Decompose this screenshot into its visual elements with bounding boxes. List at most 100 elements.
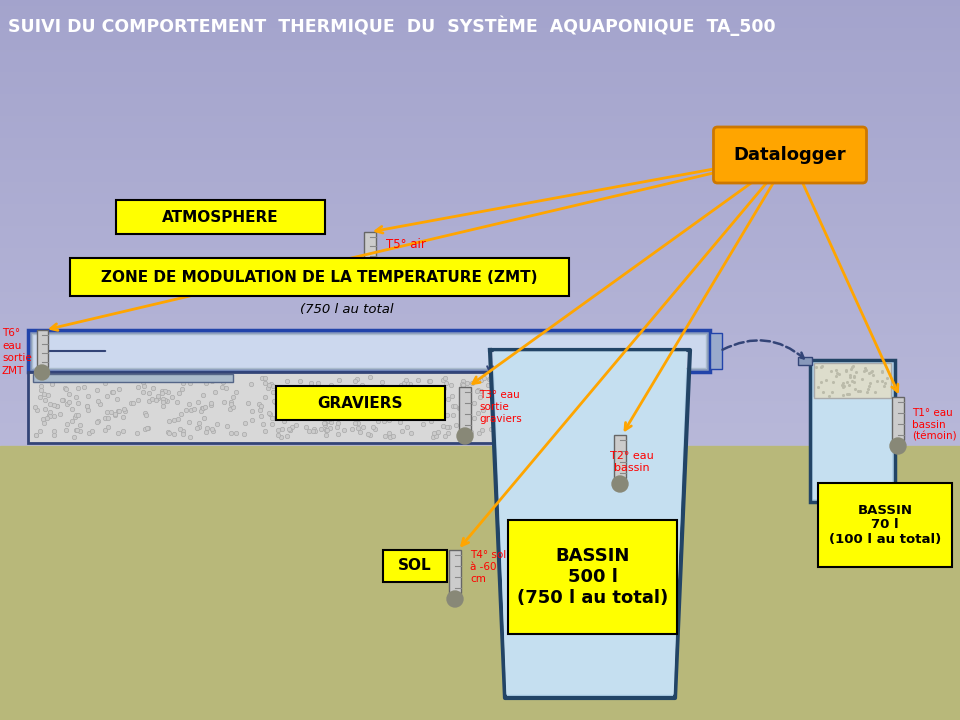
Bar	[0, 352, 960, 353]
Bar	[0, 34, 960, 35]
Bar	[0, 206, 960, 207]
Point	[76, 381, 91, 392]
Bar	[0, 438, 960, 439]
Point	[841, 379, 856, 391]
Point	[291, 384, 306, 396]
Point	[284, 420, 300, 432]
Bar	[0, 366, 960, 367]
Bar	[0, 155, 960, 156]
Point	[839, 364, 854, 376]
Bar	[0, 87, 960, 88]
Point	[470, 374, 486, 386]
Point	[275, 423, 290, 435]
Bar	[0, 190, 960, 191]
Point	[439, 377, 454, 389]
Bar	[0, 55, 960, 56]
Point	[267, 395, 282, 407]
Bar	[0, 197, 960, 198]
Point	[306, 423, 322, 435]
Point	[388, 399, 403, 410]
Point	[320, 424, 335, 436]
Point	[225, 391, 240, 402]
Bar	[0, 405, 960, 406]
Bar	[0, 292, 960, 293]
Bar	[0, 18, 960, 19]
Point	[37, 373, 53, 384]
Point	[440, 422, 455, 433]
Point	[440, 409, 455, 420]
Bar	[0, 332, 960, 333]
Point	[313, 390, 328, 401]
Point	[455, 375, 470, 387]
Bar	[0, 230, 960, 231]
Text: SOL: SOL	[398, 559, 432, 574]
Point	[125, 397, 140, 408]
Bar	[0, 391, 960, 392]
Bar	[0, 53, 960, 54]
Bar	[0, 113, 960, 114]
Point	[29, 429, 44, 441]
Point	[30, 404, 45, 415]
Point	[362, 395, 377, 406]
Point	[75, 372, 90, 384]
Bar	[459, 387, 471, 430]
Bar	[810, 360, 895, 502]
Bar	[0, 108, 960, 109]
Point	[425, 431, 441, 443]
Bar	[0, 382, 960, 383]
Bar	[0, 60, 960, 61]
Point	[324, 379, 339, 391]
Point	[252, 400, 268, 411]
Bar	[449, 550, 461, 593]
Point	[253, 410, 269, 422]
Point	[160, 427, 176, 438]
Point	[470, 384, 486, 395]
Point	[341, 408, 356, 420]
Point	[418, 387, 433, 398]
Point	[472, 391, 488, 402]
Bar	[0, 251, 960, 252]
Bar	[0, 228, 960, 229]
Bar	[0, 226, 960, 227]
Point	[273, 431, 288, 443]
Point	[301, 426, 317, 437]
Point	[101, 412, 116, 423]
Point	[98, 425, 113, 436]
Bar	[0, 101, 960, 102]
Point	[156, 397, 171, 408]
Point	[465, 377, 480, 389]
Bar	[0, 217, 960, 218]
Bar	[0, 306, 960, 307]
Point	[813, 376, 828, 387]
Point	[318, 411, 333, 423]
Bar	[0, 35, 960, 36]
Bar	[0, 421, 960, 422]
Bar	[0, 70, 960, 71]
Point	[437, 382, 452, 394]
Bar	[0, 156, 960, 157]
Point	[33, 384, 48, 396]
Bar	[0, 257, 960, 258]
Bar	[0, 345, 960, 346]
Point	[169, 372, 184, 384]
Point	[310, 377, 325, 389]
Point	[108, 409, 123, 420]
Bar	[614, 435, 626, 478]
Bar	[0, 40, 960, 41]
Bar	[0, 50, 960, 51]
Point	[60, 388, 76, 400]
Point	[145, 382, 160, 394]
Point	[454, 378, 469, 390]
Point	[438, 372, 453, 384]
Bar	[0, 141, 960, 142]
Bar	[0, 62, 960, 63]
Point	[408, 387, 423, 398]
Bar	[0, 25, 960, 26]
Bar	[0, 98, 960, 99]
Point	[267, 397, 282, 408]
Bar	[0, 266, 960, 267]
Point	[309, 410, 324, 422]
Bar	[0, 308, 960, 309]
Point	[190, 397, 205, 408]
Bar	[0, 175, 960, 176]
